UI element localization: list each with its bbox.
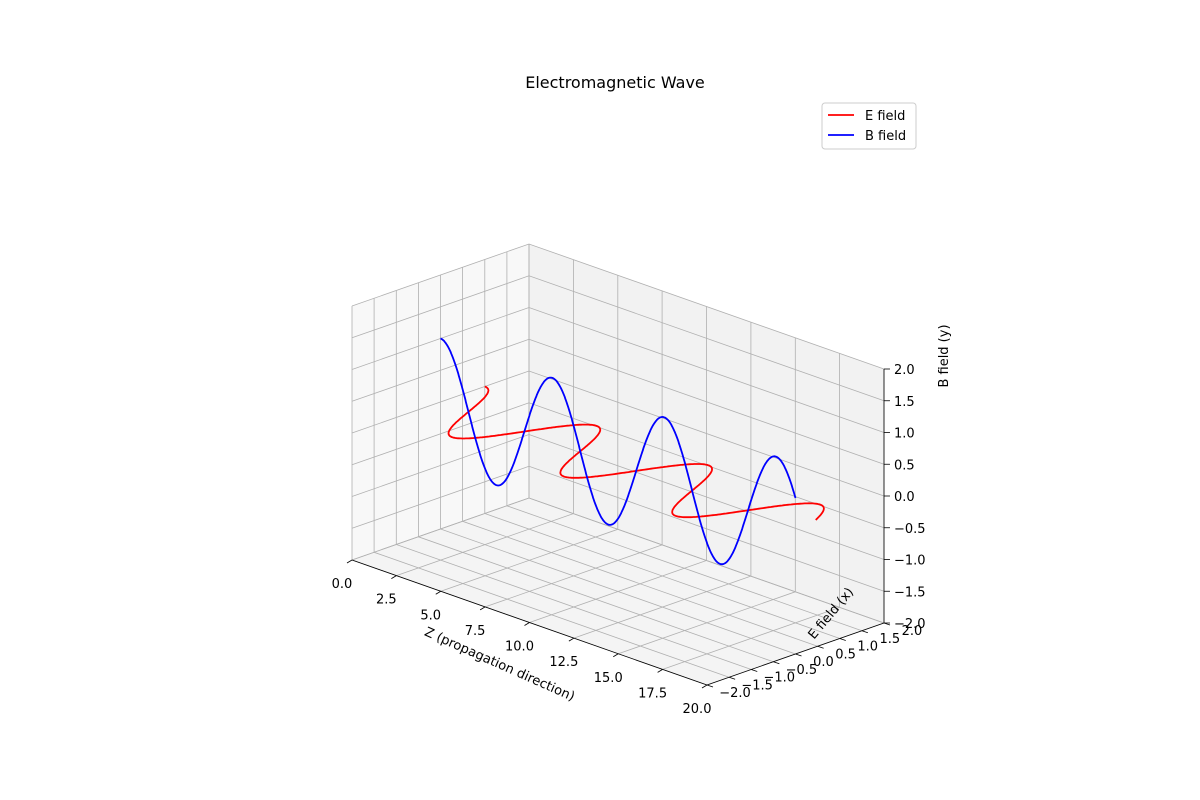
y-tick-label: −0.5 <box>894 522 926 537</box>
z-tick-label: 5.0 <box>420 608 441 623</box>
grid-line-x <box>373 298 730 678</box>
series-b-field-line <box>440 337 797 566</box>
y-tick-label: 1.0 <box>894 427 915 442</box>
x-tick-mark <box>817 645 824 649</box>
x-tick-mark <box>773 661 780 665</box>
z-tick-label: 20.0 <box>683 702 712 717</box>
x-tick-label: 2.0 <box>902 624 923 639</box>
x-tick-mark <box>839 638 846 641</box>
legend-label-b-field: B field <box>865 129 906 144</box>
z-tick-label: 7.5 <box>465 624 486 639</box>
chart-title: Electromagnetic Wave <box>525 73 705 92</box>
x-tick-mark <box>706 684 714 688</box>
z-tick-mark <box>613 653 619 658</box>
x-tick-label: 0.0 <box>813 655 834 670</box>
grid-line-x <box>440 275 796 655</box>
legend-label-e-field: E field <box>865 109 905 124</box>
z-tick-label: 10.0 <box>505 640 534 655</box>
z-tick-mark <box>435 590 441 595</box>
y-tick-label: −2.0 <box>894 617 926 632</box>
y-tick-label: 0.5 <box>894 458 915 473</box>
y-tick-label: −1.5 <box>894 585 926 600</box>
x-tick-mark <box>795 653 802 657</box>
grid-line-x <box>417 282 774 663</box>
z-tick-label: 17.5 <box>638 686 667 701</box>
y-tick-label: 1.5 <box>894 395 915 410</box>
grid-line-x <box>395 290 752 670</box>
z-tick-label: 12.5 <box>549 655 578 670</box>
z-tick-mark <box>391 575 397 579</box>
x-tick-label: 1.5 <box>880 632 901 647</box>
z-tick-mark <box>568 637 575 642</box>
grid-lines <box>351 243 885 686</box>
y-tick-label: −1.0 <box>894 554 926 569</box>
grid-line-x <box>528 244 885 624</box>
legend: E field B field <box>821 102 917 150</box>
z-tick-mark <box>524 622 530 626</box>
series-lines <box>440 337 825 566</box>
grid-line-y <box>351 243 885 370</box>
y-tick-label: 0.0 <box>894 490 915 505</box>
x-tick-label: 1.0 <box>857 640 878 655</box>
x-tick-mark <box>728 676 736 680</box>
z-tick-label: 15.0 <box>594 671 623 686</box>
x-tick-label: −2.0 <box>719 686 751 701</box>
tick-labels: 0.02.55.07.510.012.515.017.520.0−2.0−1.5… <box>332 363 926 717</box>
x-tick-label: −1.0 <box>763 671 795 686</box>
x-tick-label: −1.5 <box>741 678 773 693</box>
grid-line-x <box>506 251 863 632</box>
z-tick-label: 0.0 <box>332 577 353 592</box>
x-tick-label: −0.5 <box>786 663 818 678</box>
series-e-field-line <box>447 385 825 521</box>
z-tick-label: 2.5 <box>376 593 397 608</box>
z-tick-mark <box>346 559 353 564</box>
x-tick-label: 0.5 <box>835 647 856 662</box>
x-tick-mark <box>861 630 869 634</box>
grid-line-x <box>462 267 818 647</box>
z-tick-mark <box>657 669 663 673</box>
x-tick-mark <box>751 669 758 672</box>
grid-line-x <box>484 259 840 639</box>
z-tick-mark <box>701 684 708 689</box>
z-axis-label: B field (y) <box>937 324 952 387</box>
y-tick-label: 2.0 <box>894 363 915 378</box>
z-tick-mark <box>479 606 486 611</box>
